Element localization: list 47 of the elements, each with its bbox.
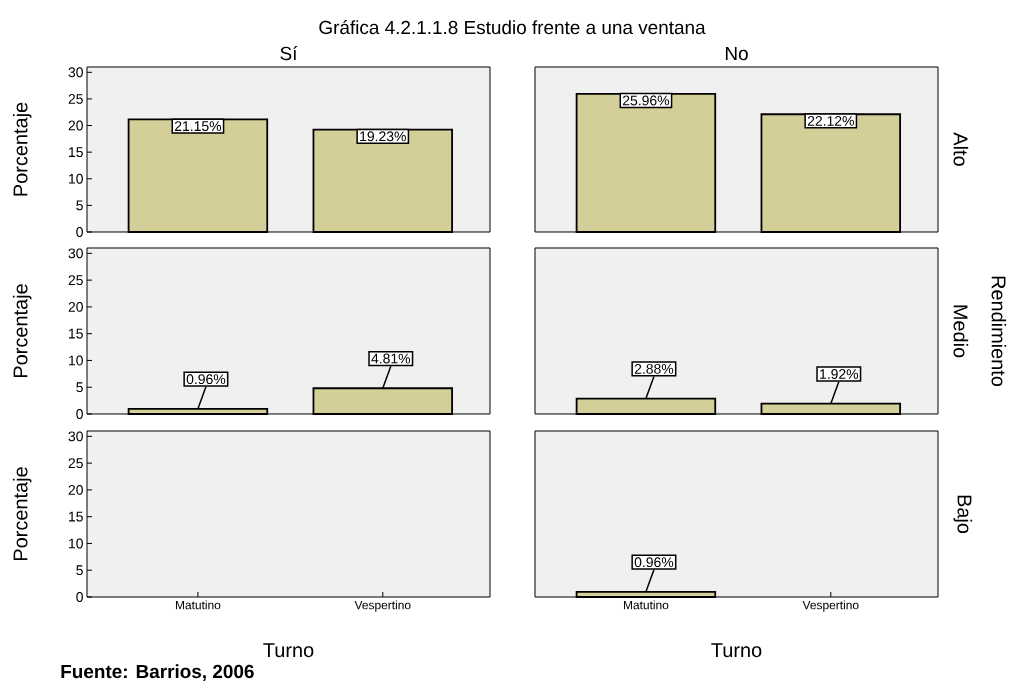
chart-subtitle: Sí xyxy=(280,46,298,61)
x-axis-title: Turno xyxy=(711,643,762,658)
x-tick-label: Matutino xyxy=(623,600,669,610)
y-tick-label: 0 xyxy=(76,409,83,419)
y-tick-label: 5 xyxy=(76,565,83,576)
y-tick-label: 25 xyxy=(68,458,83,469)
y-axis-title: Porcentaje xyxy=(12,284,32,377)
chart-title: No xyxy=(725,46,748,61)
data-label: 0.96% xyxy=(186,374,226,385)
y-tick-label: 30 xyxy=(68,248,83,259)
text: Rendimiento xyxy=(991,276,1007,387)
y-tick-label: 25 xyxy=(68,275,83,286)
y-tick-label: 5 xyxy=(76,382,83,393)
data-label: 4.81% xyxy=(371,353,411,364)
x-tick-label: Vespertino xyxy=(354,600,411,612)
data-label: 2.88% xyxy=(634,363,674,374)
y-tick-label: 10 xyxy=(69,355,83,366)
y2-axis-title: Medio xyxy=(953,305,969,358)
data-label: 0.96% xyxy=(634,557,674,568)
data-label: 19.23% xyxy=(360,131,406,142)
data-label: 22.12% xyxy=(807,115,854,126)
y-tick-label: 15 xyxy=(69,511,83,522)
x-axis-title: Turno xyxy=(263,643,314,658)
data-label: 1.92% xyxy=(820,369,859,379)
y-axis-title: Porcentaje xyxy=(12,102,32,196)
y2-axis-title: Bajo xyxy=(953,495,973,534)
data-label: 25.96% xyxy=(622,95,670,106)
y-tick-label: 30 xyxy=(68,67,83,78)
y-tick-label: 15 xyxy=(69,328,83,339)
y2-axis-title: Alto xyxy=(953,132,969,166)
y-tick-label: 20 xyxy=(68,301,83,312)
y-axis-title: Porcentaje xyxy=(12,467,32,560)
data-label: 21.15% xyxy=(174,121,222,132)
y-tick-label: 10 xyxy=(69,173,83,184)
y-tick-label: 15 xyxy=(69,147,83,158)
y-tick-label: 20 xyxy=(68,484,83,495)
y-tick-label: 10 xyxy=(69,538,83,549)
y-tick-label: 0 xyxy=(76,592,83,602)
y-tick-label: 20 xyxy=(68,120,83,131)
source-note: Fuente: Barrios, 2006 xyxy=(61,664,254,681)
x-tick-label: Matutino xyxy=(175,600,221,610)
y-tick-label: 0 xyxy=(76,227,83,237)
y-tick-label: 5 xyxy=(76,200,83,211)
chart-title: Gráfica 4.2.1.1.8 Estudio frente a una ventana xyxy=(319,20,706,35)
x-tick-label: Vespertino xyxy=(802,600,859,612)
y-tick-label: 25 xyxy=(68,93,83,104)
y-tick-label: 30 xyxy=(68,431,83,442)
